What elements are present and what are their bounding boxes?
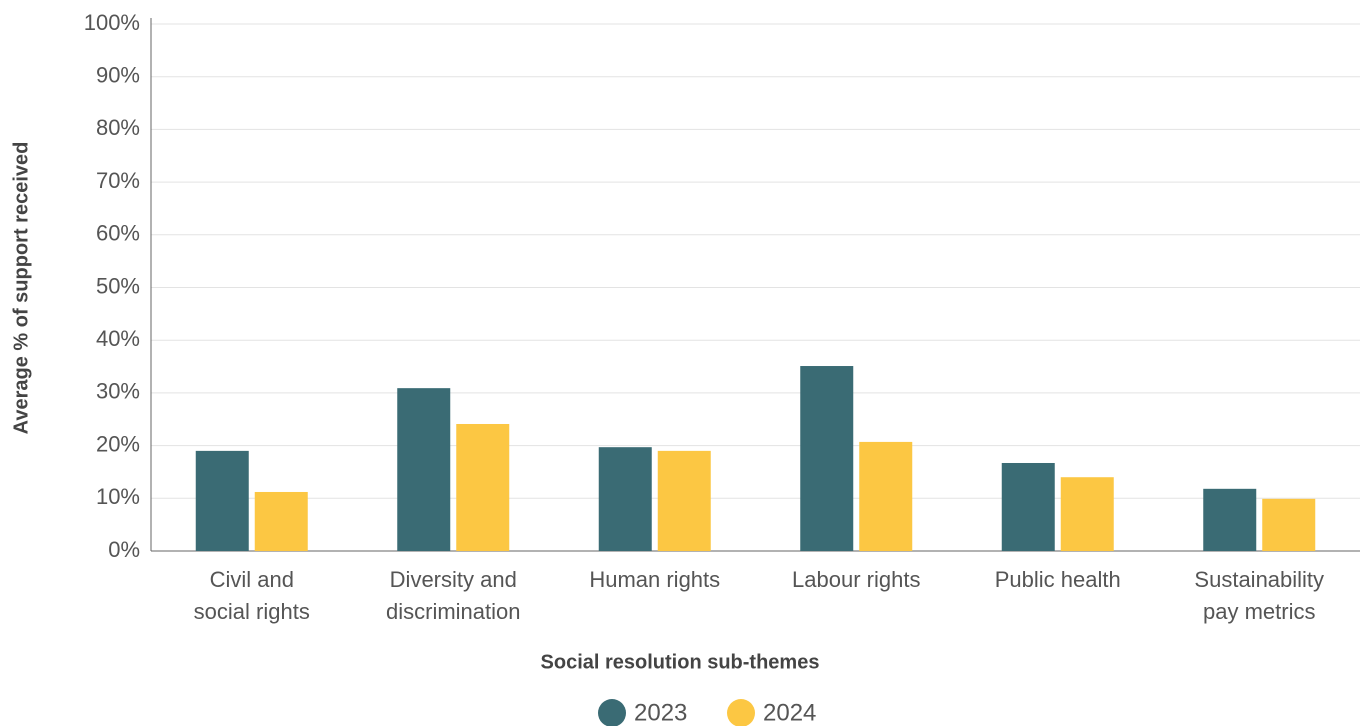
x-tick-label: Sustainability: [1194, 567, 1324, 592]
legend-swatch: [727, 699, 755, 726]
y-tick-label: 50%: [96, 273, 140, 298]
legend-swatch: [598, 699, 626, 726]
x-tick-label: Public health: [995, 567, 1121, 592]
y-tick-label: 10%: [96, 484, 140, 509]
y-tick-label: 90%: [96, 63, 140, 88]
bar: [859, 441, 913, 551]
bar: [397, 388, 451, 551]
bar: [254, 491, 308, 551]
bar: [195, 450, 249, 551]
x-tick-label: pay metrics: [1203, 599, 1315, 624]
x-tick-label: discrimination: [386, 599, 521, 624]
y-tick-label: 80%: [96, 115, 140, 140]
bar: [1262, 498, 1316, 551]
legend-label: 2023: [634, 699, 687, 726]
y-tick-label: 20%: [96, 431, 140, 456]
y-tick-label: 70%: [96, 168, 140, 193]
x-tick-label: Diversity and: [390, 567, 517, 592]
bar: [800, 366, 854, 551]
y-tick-label: 60%: [96, 221, 140, 246]
bar: [456, 423, 510, 551]
y-tick-label: 0%: [108, 537, 140, 562]
bar: [657, 450, 711, 551]
x-tick-label: Civil and: [210, 567, 294, 592]
y-tick-label: 30%: [96, 379, 140, 404]
legend-label: 2024: [763, 699, 816, 726]
bar: [1203, 488, 1257, 551]
y-tick-label: 40%: [96, 326, 140, 351]
x-tick-label: Labour rights: [792, 567, 920, 592]
y-tick-label: 100%: [84, 10, 140, 35]
x-tick-label: social rights: [194, 599, 310, 624]
bar: [598, 447, 652, 551]
x-axis-title: Social resolution sub-themes: [541, 651, 820, 673]
bar: [1001, 462, 1055, 551]
bar: [1060, 477, 1114, 551]
y-axis-title: Average % of support received: [10, 142, 32, 435]
x-tick-label: Human rights: [589, 567, 720, 592]
